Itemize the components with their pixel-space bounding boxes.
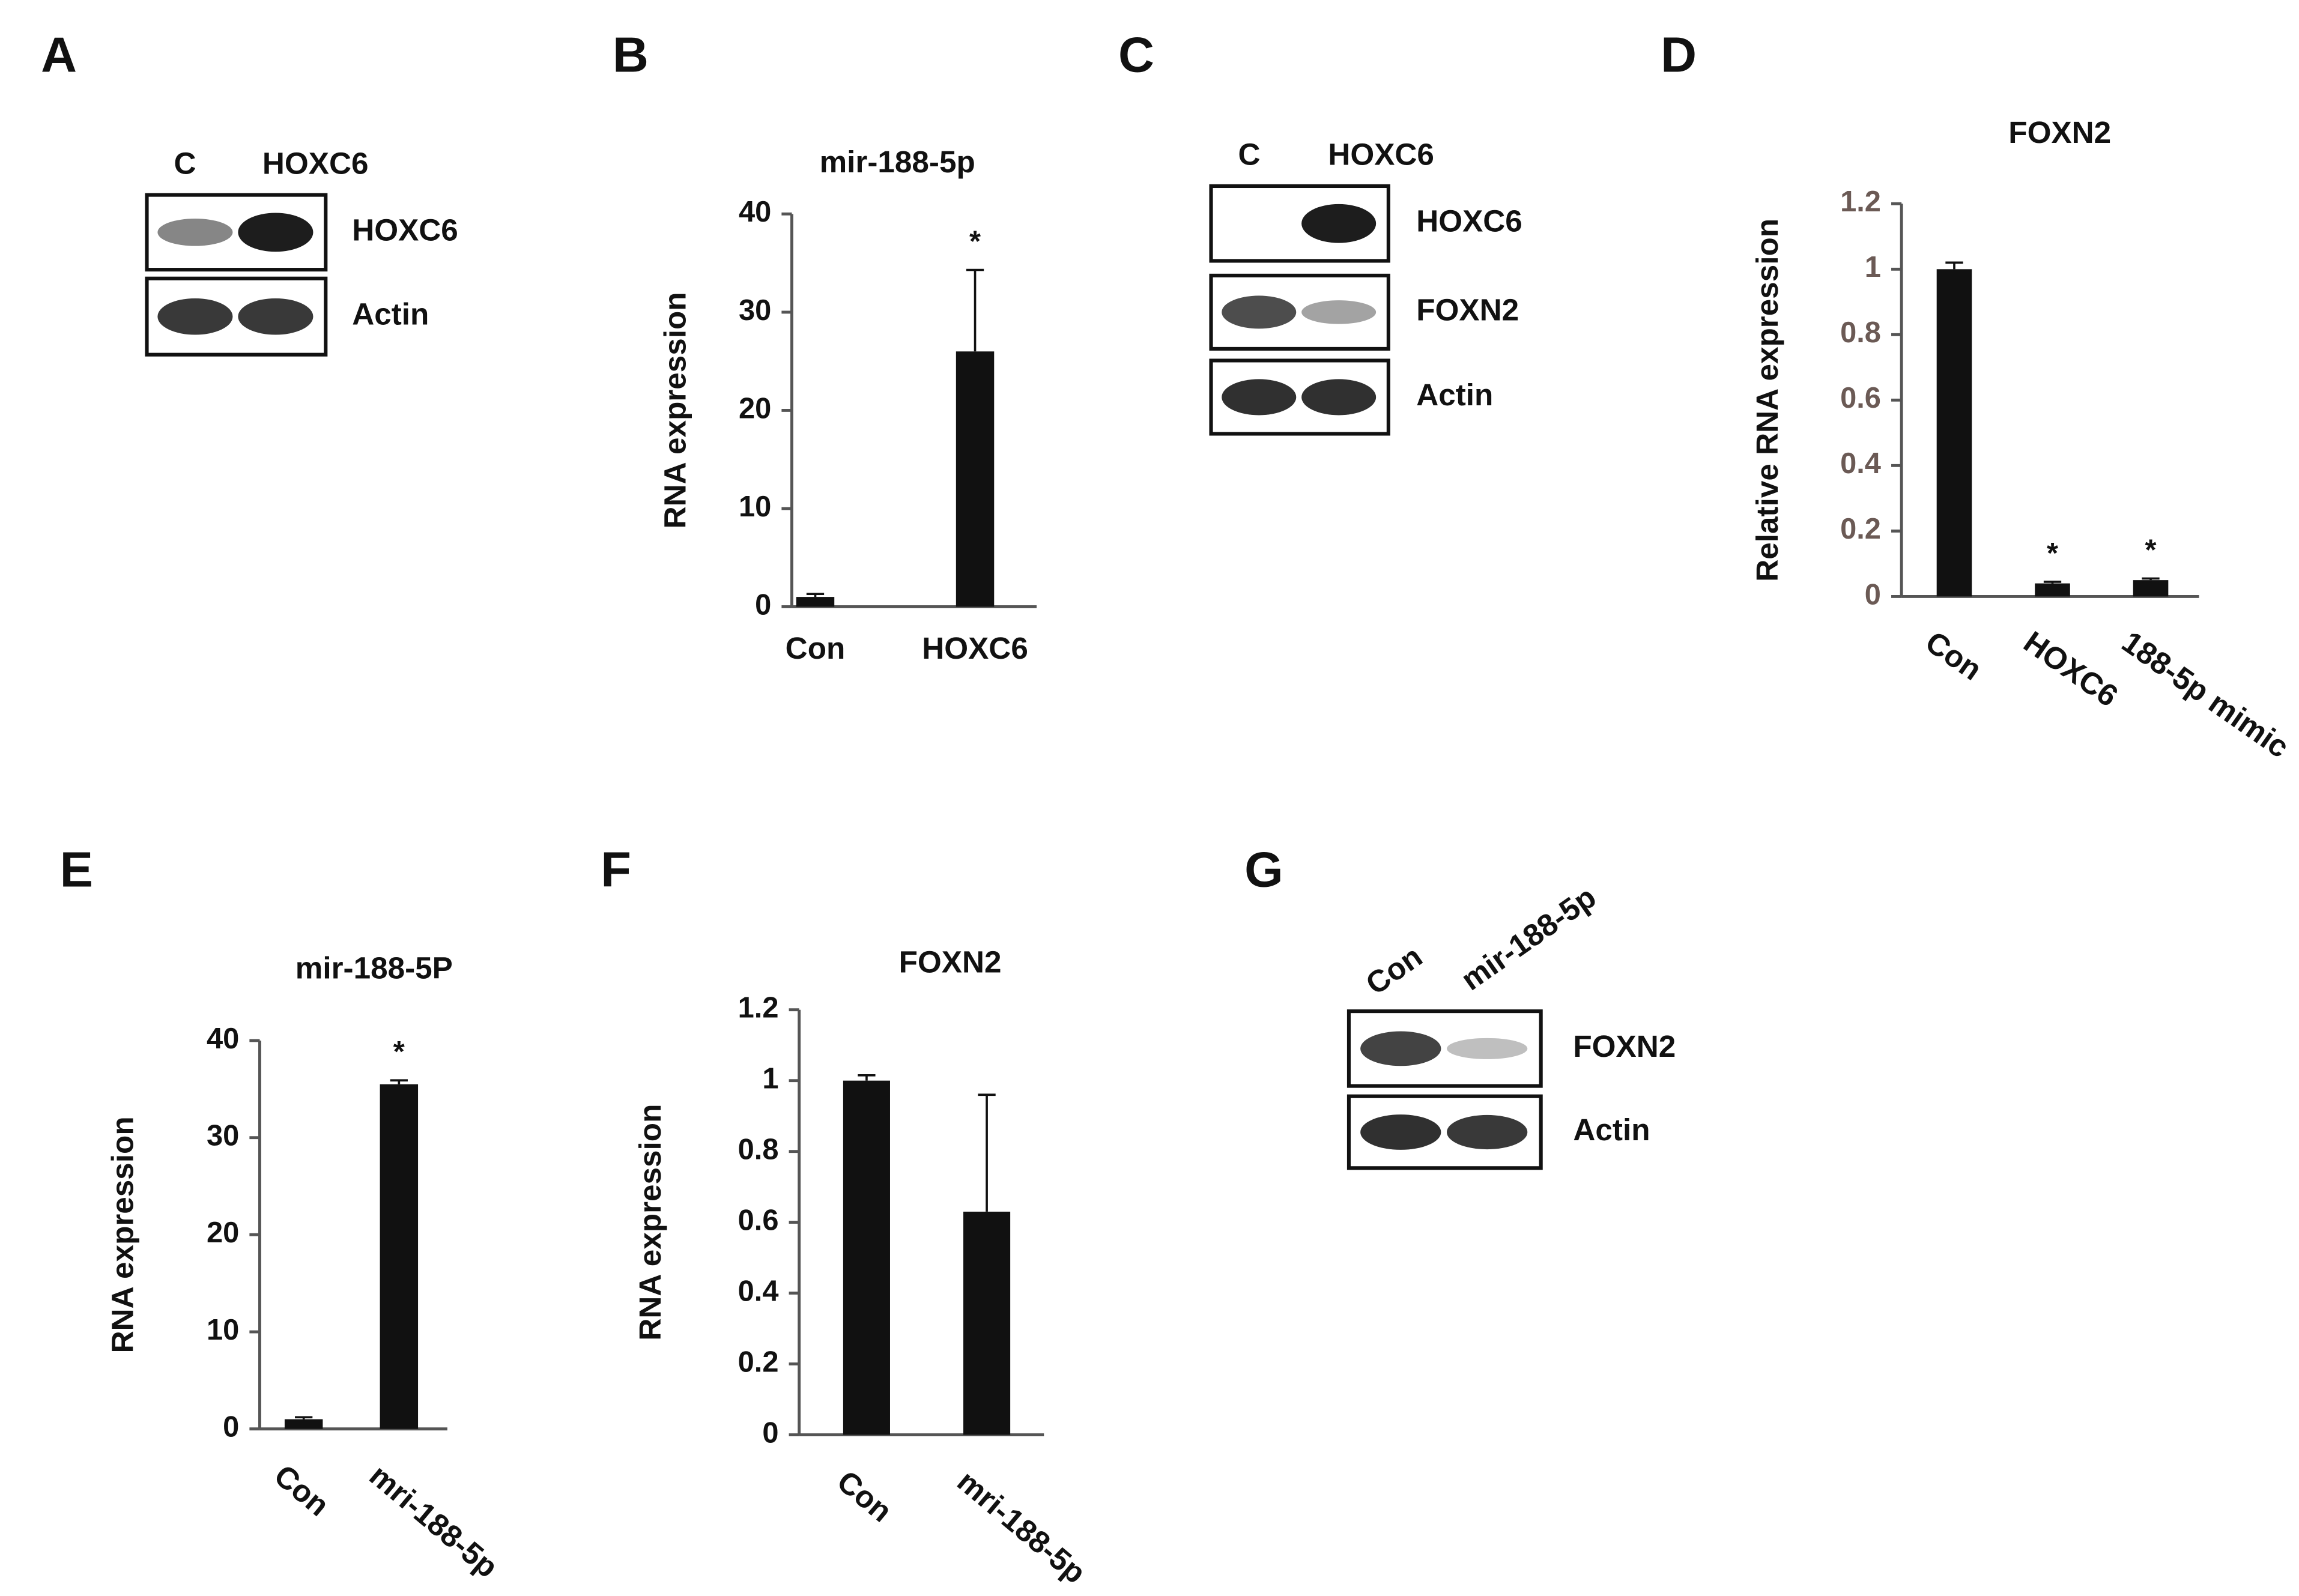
x-tick-label: Con	[268, 1458, 336, 1523]
y-tick-label: 20	[207, 1217, 239, 1249]
y-tick-label: 20	[739, 392, 771, 425]
band	[157, 298, 233, 335]
blot-box	[1346, 1009, 1543, 1088]
y-tick-label: 10	[739, 491, 771, 523]
bar	[843, 1080, 890, 1435]
band	[1360, 1031, 1441, 1066]
lane-label: Con	[1360, 939, 1428, 1002]
y-tick-label: 1.2	[738, 992, 779, 1024]
chart-title: FOXN2	[899, 945, 1002, 979]
y-tick-label: 0.6	[1840, 382, 1881, 414]
lane-label: C	[1238, 138, 1260, 172]
row-label: Actin	[1573, 1113, 1650, 1147]
y-axis-label: RNA expression	[658, 292, 692, 528]
y-tick-label: 0	[755, 588, 771, 621]
panel-letter: C	[1118, 27, 1154, 83]
y-tick-label: 40	[207, 1023, 239, 1055]
lane-label: C	[174, 146, 196, 180]
row-label: HOXC6	[352, 213, 458, 247]
bar	[956, 351, 995, 607]
x-tick-label: Con	[1919, 624, 1988, 687]
significance-mark: *	[2047, 537, 2058, 570]
band	[157, 219, 233, 246]
y-tick-label: 0.2	[738, 1346, 779, 1378]
y-tick-label: 0	[223, 1411, 239, 1443]
lane-label: mir-188-5p	[1455, 880, 1602, 997]
y-tick-label: 0.4	[1840, 447, 1881, 480]
lane-label: HOXC6	[1328, 138, 1434, 172]
y-axis-label: RNA expression	[105, 1116, 139, 1353]
row-label: FOXN2	[1573, 1029, 1676, 1063]
x-tick-label: HOXC6	[2018, 624, 2124, 713]
y-axis-label: Relative RNA expression	[1750, 219, 1784, 582]
y-tick-label: 0	[1865, 578, 1881, 611]
y-tick-label: 10	[207, 1314, 239, 1346]
y-tick-label: 30	[207, 1120, 239, 1152]
significance-mark: *	[393, 1036, 405, 1068]
y-tick-label: 0.2	[1840, 513, 1881, 545]
bar	[284, 1419, 323, 1429]
band	[238, 213, 314, 252]
y-tick-label: 0.8	[738, 1134, 779, 1166]
row-label: FOXN2	[1416, 292, 1519, 327]
y-tick-label: 1.2	[1840, 186, 1881, 218]
significance-mark: *	[2145, 534, 2157, 566]
band	[238, 298, 314, 335]
band	[1360, 1114, 1441, 1150]
significance-mark: *	[969, 226, 981, 258]
x-tick-label: mri-188-5p	[951, 1464, 1092, 1590]
chart-title: FOXN2	[2008, 115, 2111, 150]
panel-letter: D	[1661, 27, 1697, 83]
band	[1301, 300, 1377, 324]
row-label: HOXC6	[1416, 204, 1522, 238]
x-tick-label: mri-188-5p	[363, 1458, 504, 1584]
y-tick-label: 30	[739, 294, 771, 327]
band	[1301, 379, 1377, 416]
x-tick-label: Con	[786, 631, 846, 665]
y-tick-label: 40	[739, 196, 771, 228]
band	[1222, 379, 1297, 416]
x-tick-label: HOXC6	[922, 631, 1028, 665]
x-tick-label: 188-5p mimic	[2116, 624, 2295, 764]
chart-title: mir-188-5p	[820, 145, 975, 179]
bar	[963, 1211, 1011, 1435]
panel-letter: G	[1244, 842, 1283, 898]
band	[1447, 1114, 1528, 1150]
x-tick-label: Con	[831, 1464, 898, 1529]
y-axis-label: RNA expression	[633, 1104, 667, 1341]
panel-letter: E	[60, 842, 93, 898]
y-tick-label: 0.8	[1840, 316, 1881, 349]
chart-title: mir-188-5P	[295, 951, 453, 985]
row-label: Actin	[1416, 378, 1493, 412]
bar	[2035, 583, 2070, 597]
y-tick-label: 0	[762, 1416, 778, 1449]
bar	[2133, 580, 2169, 597]
lane-label: HOXC6	[262, 146, 369, 180]
band	[1447, 1038, 1528, 1059]
bar	[1936, 269, 1972, 597]
y-tick-label: 1	[762, 1063, 778, 1095]
y-tick-label: 0.4	[738, 1275, 779, 1307]
bar	[796, 597, 835, 607]
band	[1301, 204, 1377, 243]
band	[1222, 295, 1297, 329]
panel-letter: F	[601, 842, 631, 898]
bar	[380, 1084, 419, 1429]
y-tick-label: 0.6	[738, 1204, 779, 1236]
row-label: Actin	[352, 297, 429, 331]
panel-letter: A	[41, 27, 77, 83]
y-tick-label: 1	[1865, 251, 1881, 283]
panel-letter: B	[613, 27, 649, 83]
